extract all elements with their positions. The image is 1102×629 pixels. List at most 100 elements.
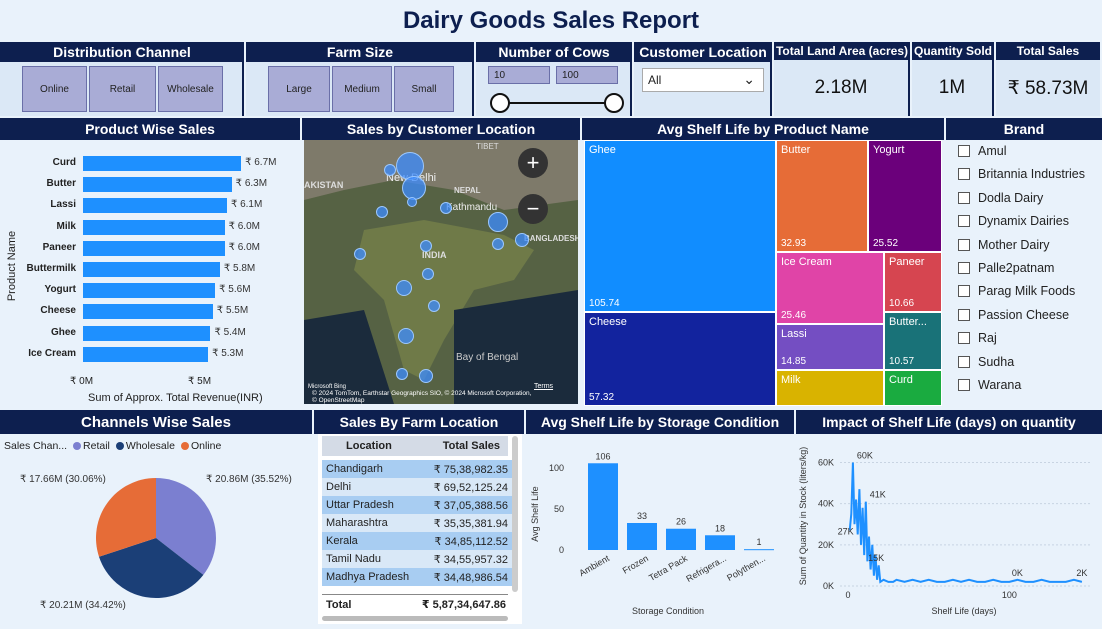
map-location-bubble[interactable] [398,328,414,344]
map-terms-link[interactable]: Terms [534,383,554,390]
map-location-bubble[interactable] [402,176,426,200]
storage-bar[interactable] [744,549,774,551]
table-row[interactable]: Maharashtra ₹ 35,35,381.94 [322,514,512,532]
brand-option[interactable]: Mother Dairy [958,238,1050,252]
map-location-bubble[interactable] [384,164,396,176]
checkbox-icon[interactable] [958,308,970,321]
product-bar[interactable] [83,346,209,362]
cows-slider-max-handle[interactable] [604,93,624,113]
checkbox-icon[interactable] [958,191,970,204]
checkbox-icon[interactable] [958,215,970,228]
checkbox-icon[interactable] [958,379,970,391]
map-location-bubble[interactable] [515,233,529,247]
product-bar[interactable] [83,240,225,256]
cows-min-input[interactable]: 10 [488,66,550,84]
treemap-cell[interactable]: Cheese 57.32 [584,312,776,406]
brand-option[interactable]: Dodla Dairy [958,191,1043,205]
farm-size-medium-button[interactable]: Medium [332,66,392,112]
treemap-cell[interactable]: Paneer 10.66 [884,252,942,312]
product-bar[interactable] [83,325,211,341]
treemap-cell[interactable]: Butter... 10.57 [884,312,942,370]
legend-dot-icon [180,442,189,450]
farm-size-small-button[interactable]: Small [394,66,454,112]
map-location-bubble[interactable] [354,248,366,260]
brand-option[interactable]: Sudha [958,355,1014,369]
storage-bar[interactable] [627,523,657,550]
map-location-bubble[interactable] [419,369,433,383]
legend-item[interactable]: Retail [73,440,110,452]
legend-item[interactable]: Online [180,440,221,452]
farm-table-col-location[interactable]: Location [346,440,392,452]
pie-slice[interactable] [156,478,217,575]
distribution-wholesale-button[interactable]: Wholesale [158,66,223,112]
checkbox-icon[interactable] [958,168,970,181]
brand-slicer: Amul Britannia Industries Dodla Dairy Dynam… [946,140,1102,408]
product-bar[interactable] [83,198,227,214]
storage-bar[interactable] [588,463,618,550]
treemap-cell[interactable]: Lassi 14.85 [776,324,884,370]
table-row[interactable]: Kerala ₹ 34,85,112.52 [322,532,512,550]
treemap-cell[interactable]: Milk [776,370,884,406]
map-location-bubble[interactable] [376,206,388,218]
brand-option[interactable]: Britannia Industries [958,167,1085,181]
farm-table-h-scrollbar[interactable] [322,616,508,621]
table-row[interactable]: Madhya Pradesh ₹ 34,48,986.54 [322,568,512,586]
map-location-bubble[interactable] [396,368,408,380]
checkbox-icon[interactable] [958,355,970,368]
brand-option[interactable]: Passion Cheese [958,308,1069,322]
brand-option[interactable]: Raj [958,331,997,345]
checkbox-icon[interactable] [958,238,970,251]
map-location-bubble[interactable] [440,202,452,214]
farm-table-scrollbar[interactable] [512,436,518,592]
map-zoom-out-button[interactable]: − [518,194,548,224]
cows-slicer: 10 100 [476,62,632,116]
impact-line[interactable] [848,462,1083,584]
treemap-cell[interactable]: Ice Cream 25.46 [776,252,884,324]
product-bar[interactable] [83,177,232,193]
map-location-bubble[interactable] [420,240,432,252]
farm-table-col-sales[interactable]: Total Sales [442,440,500,452]
map-zoom-in-button[interactable]: + [518,148,548,178]
distribution-retail-button[interactable]: Retail [89,66,156,112]
map-location-bubble[interactable] [488,212,508,232]
product-bar[interactable] [83,262,220,277]
checkbox-icon[interactable] [958,262,970,274]
pie-slice[interactable] [99,538,204,598]
impact-line-chart: Sum of Quantity in Stock (liters/kg) 0K 20… [798,447,1090,616]
brand-option[interactable]: Parag Milk Foods [958,284,1075,298]
brand-option[interactable]: Amul [958,144,1006,158]
treemap-cell[interactable]: Yogurt 25.52 [868,140,942,252]
brand-option[interactable]: Warana [958,378,1021,392]
brand-option[interactable]: Palle2patnam [958,261,1054,275]
checkbox-icon[interactable] [958,332,970,345]
map-location-bubble[interactable] [407,197,417,207]
cows-max-input[interactable]: 100 [556,66,618,84]
table-row[interactable]: Delhi ₹ 69,52,125.24 [322,478,512,496]
product-bar[interactable] [83,219,225,235]
checkbox-icon[interactable] [958,285,970,298]
treemap-cell[interactable]: Ghee 105.74 [584,140,776,312]
distribution-online-button[interactable]: Online [22,66,87,112]
farm-size-large-button[interactable]: Large [268,66,330,112]
map-location-bubble[interactable] [492,238,504,250]
table-row[interactable]: Uttar Pradesh ₹ 37,05,388.56 [322,496,512,514]
storage-bar[interactable] [705,535,735,550]
storage-bar[interactable] [666,528,696,550]
customer-location-map[interactable]: AKISTAN New Delhi NEPAL Kathmandu INDIA … [304,140,578,404]
table-row[interactable]: Tamil Nadu ₹ 34,55,957.32 [322,550,512,568]
cows-slider-min-handle[interactable] [490,93,510,113]
pie-slice[interactable] [96,478,156,557]
treemap-cell[interactable]: Butter 32.93 [776,140,868,252]
legend-item[interactable]: Wholesale [115,440,175,452]
checkbox-icon[interactable] [958,145,970,157]
product-bar[interactable] [83,156,242,171]
map-location-bubble[interactable] [422,268,434,280]
customer-location-dropdown[interactable]: All ⌄ [642,68,764,92]
map-location-bubble[interactable] [428,300,440,312]
table-row[interactable]: Chandigarh ₹ 75,38,982.35 [322,460,512,478]
product-bar[interactable] [83,283,216,299]
brand-option[interactable]: Dynamix Dairies [958,214,1069,228]
product-bar[interactable] [83,304,213,320]
map-location-bubble[interactable] [396,280,412,296]
treemap-cell[interactable]: Curd [884,370,942,406]
